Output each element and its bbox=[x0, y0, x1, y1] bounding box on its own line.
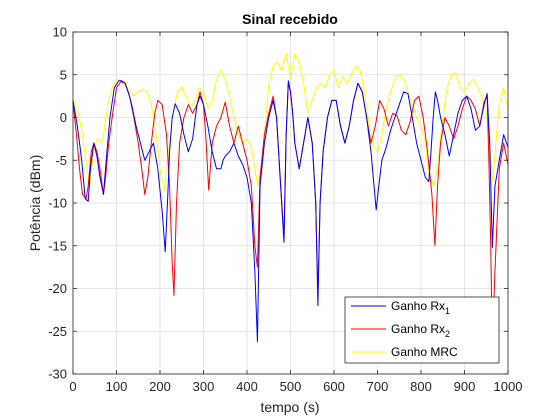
legend-label-mrc: Ganho MRC bbox=[391, 345, 458, 359]
y-tick-label: -30 bbox=[48, 367, 67, 382]
legend-label-rx2-main: Ganho Rx bbox=[391, 322, 445, 336]
x-tick-label: 1000 bbox=[494, 379, 523, 394]
y-tick-label: -5 bbox=[55, 153, 67, 168]
y-tick-label: -25 bbox=[48, 324, 67, 339]
x-tick-label: 400 bbox=[236, 379, 258, 394]
x-tick-label: 500 bbox=[280, 379, 302, 394]
y-tick-label: 0 bbox=[60, 110, 67, 125]
x-tick-label: 200 bbox=[149, 379, 171, 394]
legend-label-rx1-sub: 1 bbox=[445, 306, 450, 316]
x-tick-label: 300 bbox=[193, 379, 215, 394]
y-tick-label: -15 bbox=[48, 238, 67, 253]
x-tick-label: 700 bbox=[367, 379, 389, 394]
y-tick-label: -20 bbox=[48, 281, 67, 296]
x-tick-label: 600 bbox=[323, 379, 345, 394]
y-tick-label: 5 bbox=[60, 67, 67, 82]
y-axis-ticks: -30 -25 -20 -15 -10 -5 0 5 10 bbox=[48, 25, 508, 382]
series-layer bbox=[72, 52, 509, 348]
legend: Ganho Rx1 Ganho Rx2 Ganho MRC bbox=[344, 296, 500, 364]
series-line-mrc bbox=[72, 52, 509, 191]
y-tick-label: -10 bbox=[48, 196, 67, 211]
y-axis-label: Potência (dBm) bbox=[27, 155, 43, 251]
chart-title: Sinal recebido bbox=[242, 11, 338, 27]
x-axis-ticks: 0 100 200 300 400 500 600 700 800 900 1000 bbox=[69, 32, 522, 394]
legend-label-rx1-main: Ganho Rx bbox=[391, 299, 445, 313]
legend-label-rx2: Ganho Rx2 bbox=[391, 322, 450, 339]
x-tick-label: 100 bbox=[106, 379, 128, 394]
x-tick-label: 900 bbox=[454, 379, 476, 394]
legend-label-rx1: Ganho Rx1 bbox=[391, 299, 450, 316]
x-tick-label: 0 bbox=[69, 379, 76, 394]
y-tick-label: 10 bbox=[53, 25, 67, 40]
legend-label-rx2-sub: 2 bbox=[445, 329, 450, 339]
x-axis-label: tempo (s) bbox=[260, 399, 319, 415]
series-line-rx1 bbox=[72, 80, 509, 343]
x-tick-label: 800 bbox=[410, 379, 432, 394]
